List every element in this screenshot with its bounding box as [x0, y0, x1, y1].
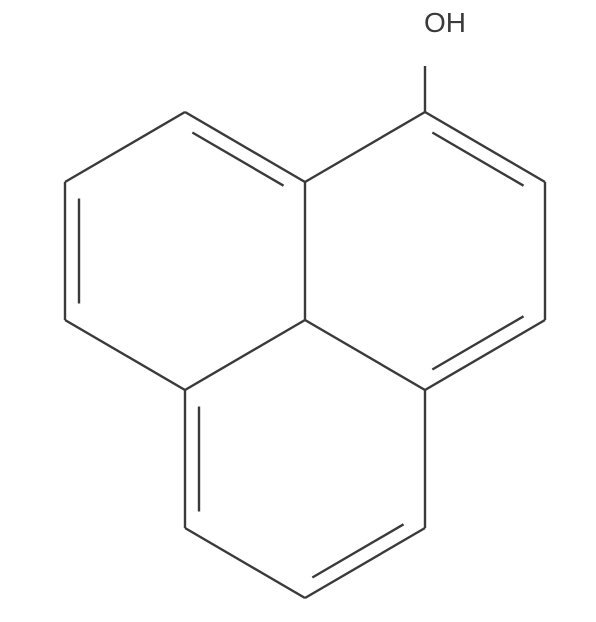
molecule-diagram: OH — [0, 0, 596, 622]
background — [0, 0, 596, 622]
atom-label: OH — [424, 7, 466, 38]
